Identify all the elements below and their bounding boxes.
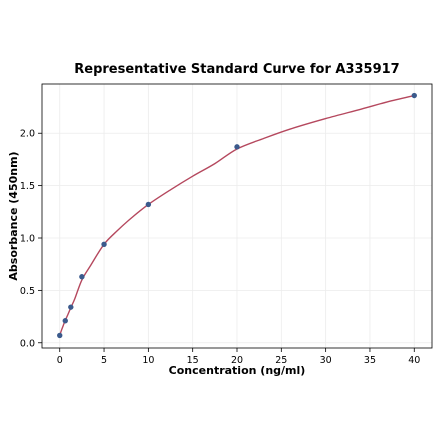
- data-point: [68, 304, 74, 310]
- x-tick-label: 40: [408, 355, 420, 366]
- x-axis-ticks: 0 5 10 15 20 25 30 35 40: [57, 348, 420, 366]
- data-point: [79, 274, 85, 280]
- y-tick-label: 1.0: [20, 234, 35, 245]
- y-tick-label: 1.5: [20, 181, 35, 192]
- x-tick-label: 15: [187, 355, 199, 366]
- x-tick-label: 30: [320, 355, 332, 366]
- data-point: [101, 241, 107, 247]
- y-axis-ticks: 0.0 0.5 1.0 1.5 2.0: [20, 129, 42, 349]
- x-tick-label: 25: [275, 355, 287, 366]
- data-point: [62, 318, 68, 324]
- data-point: [57, 332, 63, 339]
- y-tick-label: 2.0: [20, 129, 35, 140]
- fit-curve-line: [59, 94, 415, 336]
- data-point: [234, 144, 240, 150]
- data-points-layer: [57, 92, 417, 339]
- x-tick-label: 20: [231, 355, 243, 366]
- x-tick-label: 10: [142, 355, 154, 366]
- x-tick-label: 35: [364, 355, 376, 366]
- x-tick-label: 5: [101, 355, 107, 366]
- chart-title: Representative Standard Curve for A33591…: [74, 62, 399, 77]
- x-axis-label: Concentration (ng/ml): [169, 364, 306, 377]
- y-tick-label: 0.5: [20, 286, 35, 297]
- y-axis-label: Absorbance (450nm): [7, 151, 20, 280]
- x-tick-label: 0: [57, 355, 63, 366]
- grid-layer: [42, 84, 432, 348]
- y-tick-label: 0.0: [20, 338, 35, 349]
- data-point: [145, 201, 152, 208]
- fit-curve-layer: [59, 94, 415, 336]
- data-point: [411, 92, 417, 99]
